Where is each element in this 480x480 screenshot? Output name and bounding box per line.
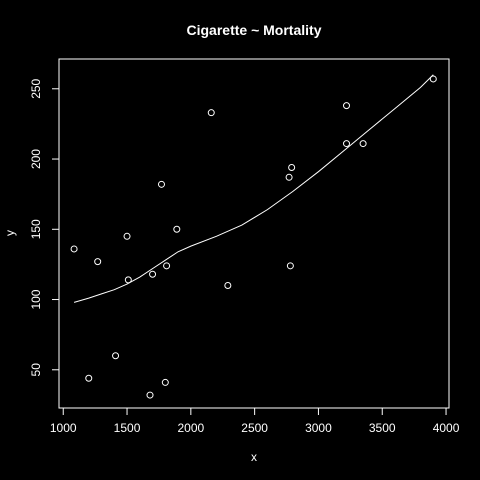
x-tick-label: 1500	[114, 421, 141, 435]
y-tick-label: 100	[29, 289, 43, 309]
data-point	[70, 245, 78, 253]
data-point	[343, 140, 351, 148]
data-point	[161, 378, 169, 386]
data-point	[224, 281, 232, 289]
data-point	[207, 109, 215, 117]
data-point	[359, 140, 367, 148]
x-tick-label: 3500	[369, 421, 396, 435]
y-axis: 50 100 150 200 250	[29, 78, 59, 376]
data-point	[94, 258, 102, 266]
x-tick-label: 2000	[177, 421, 204, 435]
x-tick-label: 2500	[241, 421, 268, 435]
data-point	[157, 180, 165, 188]
x-tick-label: 1000	[50, 421, 77, 435]
plot-area-frame	[58, 58, 450, 409]
data-point	[146, 391, 154, 399]
x-axis-label: x	[251, 450, 257, 464]
y-tick-label: 250	[29, 78, 43, 98]
data-point	[149, 270, 157, 278]
x-tick-label: 3000	[305, 421, 332, 435]
y-tick-label: 200	[29, 149, 43, 169]
chart-title: Cigarette ~ Mortality	[187, 22, 322, 38]
y-tick-label: 150	[29, 219, 43, 239]
y-axis-label: y	[3, 230, 17, 236]
x-tick-label: 4000	[433, 421, 460, 435]
data-point	[123, 232, 131, 240]
x-axis: 1000 1500 2000 2500 3000 3500 4000	[50, 408, 460, 435]
data-point	[343, 102, 351, 110]
data-point	[85, 374, 93, 382]
data-point	[173, 225, 181, 233]
data-point	[285, 173, 293, 181]
scatter-points	[70, 75, 437, 399]
data-point	[286, 262, 294, 270]
data-point	[163, 262, 171, 270]
data-point	[112, 352, 120, 360]
y-tick-label: 50	[29, 363, 43, 377]
data-point	[288, 163, 296, 171]
data-point	[429, 75, 437, 83]
data-point	[124, 276, 132, 284]
trend-line	[73, 74, 434, 303]
